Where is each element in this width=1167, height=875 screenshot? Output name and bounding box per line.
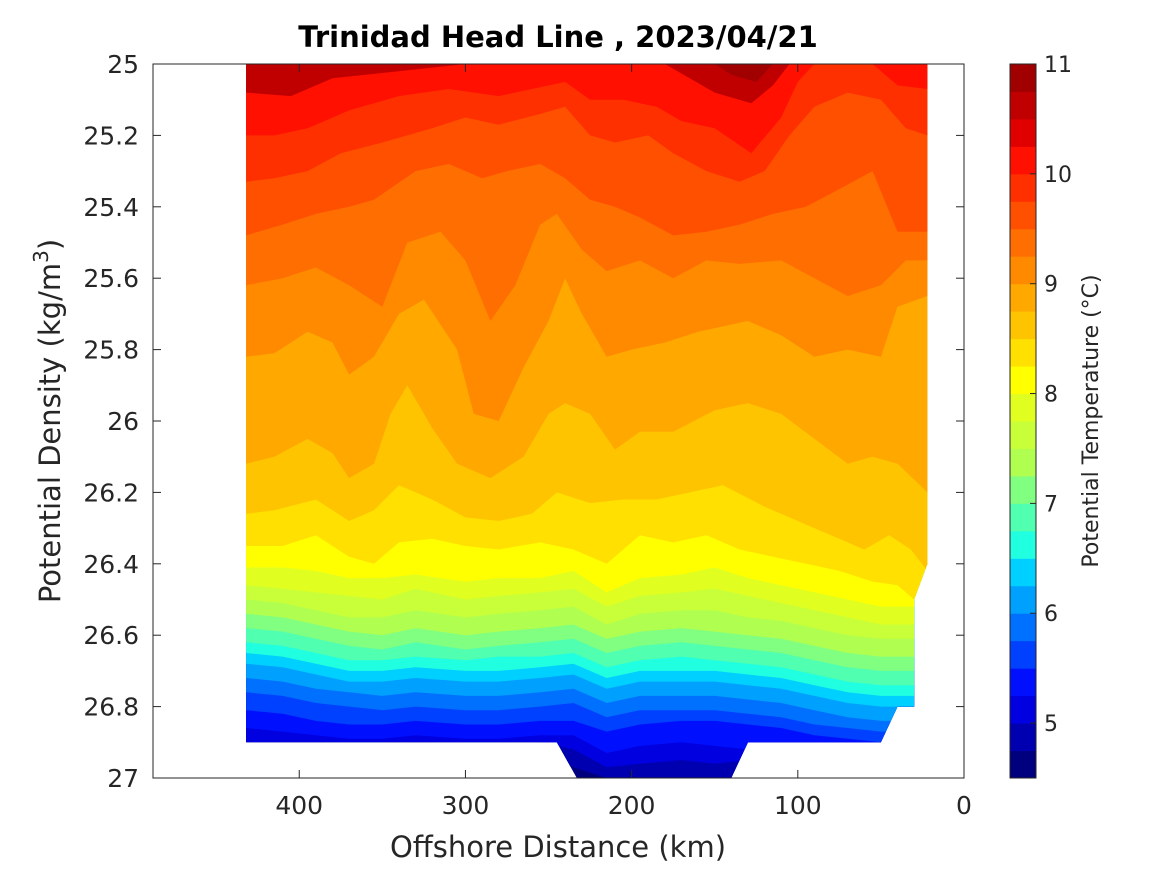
- x-axis-label: Offshore Distance (km): [390, 830, 726, 864]
- colorbar-tick-label: 9: [1044, 273, 1058, 298]
- colorbar-frame: [1009, 63, 1037, 779]
- colorbar-segment: [1010, 173, 1036, 202]
- colorbar-segment: [1010, 338, 1036, 367]
- colorbar-ticks: 5 6 7 8 9 10 11: [1030, 53, 1072, 737]
- y-axis-label-end: ): [33, 239, 67, 250]
- colorbar-segment: [1010, 283, 1036, 312]
- colorbar-segment: [1010, 695, 1036, 724]
- colorbar-segment: [1010, 146, 1036, 175]
- colorbar-segment: [1010, 585, 1036, 614]
- colorbar-segment: [1010, 530, 1036, 559]
- colorbar-segment: [1010, 723, 1036, 752]
- colorbar-tick-label: 7: [1044, 492, 1058, 517]
- colorbar-segment: [1010, 448, 1036, 477]
- y-axis: 25 25.2 25.4 25.6 25.8 26 26.2 26.4 26.6 26.8 27: [83, 50, 964, 793]
- colorbar: [1010, 64, 1036, 779]
- y-tick-label: 26.8: [83, 693, 139, 722]
- colorbar-segment: [1010, 421, 1036, 449]
- contour-bands: [246, 64, 928, 778]
- y-tick-label: 26.2: [83, 478, 139, 507]
- y-tick-label: 27: [107, 764, 139, 793]
- colorbar-tick-label: 6: [1044, 602, 1058, 627]
- colorbar-tick-label: 10: [1044, 163, 1072, 188]
- colorbar-segment: [1010, 118, 1036, 147]
- y-tick-label: 25.4: [83, 193, 139, 222]
- colorbar-segment: [1010, 228, 1036, 257]
- x-axis: 400 300 200 100 0: [275, 64, 972, 820]
- x-tick-label: 100: [774, 791, 822, 820]
- colorbar-segment: [1010, 750, 1036, 779]
- y-axis-label-main: Potential Density (kg/m: [33, 263, 67, 603]
- y-tick-label: 25.6: [83, 264, 139, 293]
- colorbar-tick-label: 11: [1044, 53, 1072, 78]
- y-tick-label: 26.6: [83, 621, 139, 650]
- colorbar-segment: [1010, 201, 1036, 230]
- colorbar-segment: [1010, 311, 1036, 340]
- colorbar-segment: [1010, 91, 1036, 120]
- colorbar-segment: [1010, 668, 1036, 697]
- x-tick-label: 0: [956, 791, 972, 820]
- colorbar-segment: [1010, 64, 1036, 92]
- colorbar-segment: [1010, 558, 1036, 587]
- colorbar-segment: [1010, 256, 1036, 285]
- y-tick-label: 25: [107, 50, 139, 79]
- y-tick-label: 26: [107, 407, 139, 436]
- colorbar-segment: [1010, 393, 1036, 422]
- colorbar-segment: [1010, 613, 1036, 642]
- x-tick-label: 400: [275, 791, 323, 820]
- colorbar-tick-label: 8: [1044, 383, 1058, 408]
- x-tick-label: 200: [608, 791, 656, 820]
- contour-band: [246, 64, 928, 82]
- y-axis-label: Potential Density (kg/m3): [29, 239, 67, 603]
- chart-title: Trinidad Head Line , 2023/04/21: [298, 20, 818, 54]
- y-axis-label-superscript: 3: [29, 250, 53, 263]
- colorbar-segment: [1010, 640, 1036, 669]
- x-tick-label: 300: [442, 791, 490, 820]
- colorbar-label: Potential Temperature (°C): [1079, 274, 1104, 567]
- plot-area: [246, 64, 928, 778]
- y-tick-label: 25.2: [83, 121, 139, 150]
- y-tick-label: 25.8: [83, 336, 139, 365]
- colorbar-segment: [1010, 503, 1036, 532]
- colorbar-tick-label: 5: [1044, 712, 1058, 737]
- y-tick-label: 26.4: [83, 550, 139, 579]
- colorbar-segment: [1010, 475, 1036, 504]
- colorbar-segment: [1010, 366, 1036, 395]
